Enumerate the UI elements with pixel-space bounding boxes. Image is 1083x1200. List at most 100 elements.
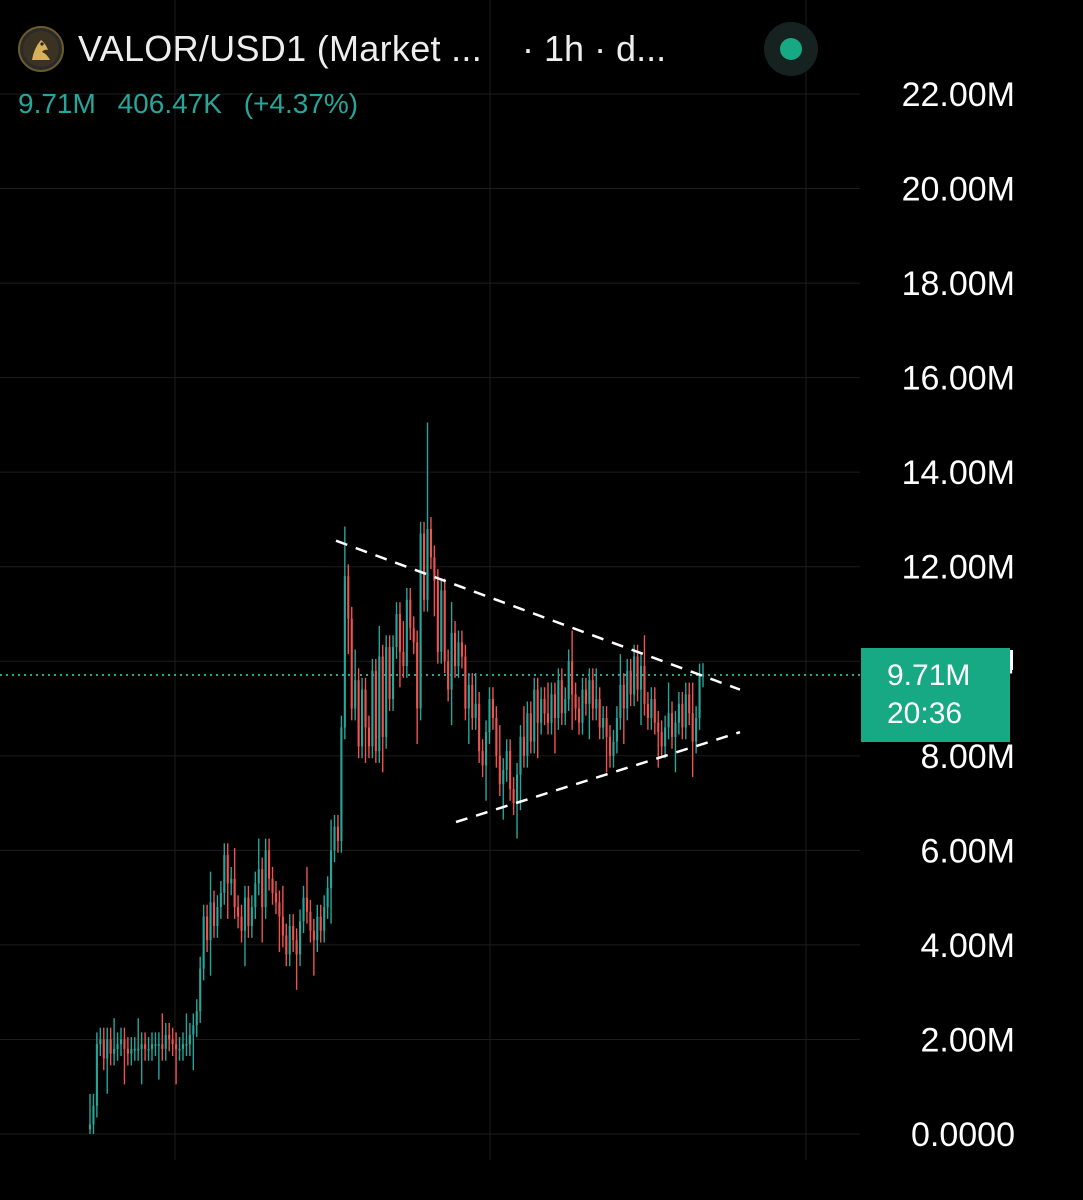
candle-body xyxy=(364,689,367,728)
candle-body xyxy=(388,647,391,700)
candle-body xyxy=(264,850,267,908)
candle-body xyxy=(553,694,556,718)
candle-body xyxy=(670,713,674,737)
candle-body xyxy=(278,902,281,917)
candle-body xyxy=(237,907,240,917)
candle-body xyxy=(598,699,601,728)
candle-body xyxy=(347,576,350,619)
candle-body xyxy=(216,907,219,926)
candle-body xyxy=(457,642,460,666)
candle-body xyxy=(161,1044,164,1049)
current-price-tag: 9.71M 20:36 xyxy=(861,648,1010,742)
candle-body xyxy=(247,897,250,926)
candle-body xyxy=(226,855,229,884)
candle-body xyxy=(381,656,384,737)
candle-body xyxy=(336,826,340,841)
candle-body xyxy=(426,528,429,600)
market-open-dot-icon xyxy=(780,38,802,60)
candle-body xyxy=(626,670,629,709)
market-status-indicator[interactable] xyxy=(764,22,818,76)
candle-body xyxy=(574,694,577,709)
candle-body xyxy=(99,1039,102,1045)
y-axis-tick-label: 8.00M xyxy=(921,738,1016,776)
candle-body xyxy=(450,632,453,690)
candle-body xyxy=(584,689,587,704)
candle-body xyxy=(271,878,274,893)
candle-body xyxy=(674,722,677,737)
candle-body xyxy=(350,618,353,709)
candle-body xyxy=(119,1039,123,1045)
candle-body xyxy=(367,727,371,747)
candle-body xyxy=(343,576,346,728)
symbol-title[interactable]: VALOR/USD1 (Market ... xyxy=(78,28,483,69)
y-axis-tick-label: 4.00M xyxy=(921,927,1016,965)
candle-body xyxy=(88,1124,92,1130)
candle-body xyxy=(512,788,515,804)
chart-header[interactable]: VALOR/USD1 (Market ... · 1h · d... xyxy=(18,24,666,74)
candle-body xyxy=(622,684,625,709)
candle-body xyxy=(202,916,205,969)
candle-body xyxy=(178,1048,181,1051)
candle-body xyxy=(92,1105,95,1125)
candle-body xyxy=(199,968,202,1012)
candle-body xyxy=(636,656,639,690)
candle-body xyxy=(374,670,377,752)
candle-body xyxy=(571,661,574,695)
candle-body xyxy=(333,826,336,851)
candle-body xyxy=(591,680,594,709)
candle-body xyxy=(639,666,643,690)
candle-body xyxy=(664,727,667,747)
candle-body xyxy=(453,632,457,666)
candle-body xyxy=(540,699,543,723)
last-value: 9.71M xyxy=(18,88,96,119)
candle-body xyxy=(526,713,529,756)
candle-body xyxy=(436,580,439,652)
eagle-logo-icon xyxy=(18,26,64,72)
candle-body xyxy=(192,1025,195,1035)
candle-body xyxy=(667,713,670,728)
candle-body xyxy=(268,850,271,879)
timeframe-label[interactable]: · 1h · d... xyxy=(522,28,667,69)
candle-body xyxy=(230,878,233,884)
price-tag-tick xyxy=(1010,650,1013,670)
candle-body xyxy=(312,930,315,941)
candle-body xyxy=(385,647,388,737)
candle-body xyxy=(519,736,522,775)
candle-body xyxy=(212,902,216,926)
candle-body xyxy=(595,699,598,709)
candle-body xyxy=(109,1039,112,1054)
candle-body xyxy=(150,1044,154,1049)
candle-body xyxy=(416,642,419,709)
candle-body xyxy=(391,647,395,700)
candle-body xyxy=(357,680,360,747)
candle-body xyxy=(412,628,415,643)
candle-body xyxy=(295,940,298,955)
candle-body xyxy=(550,694,553,723)
candle-body xyxy=(102,1039,105,1059)
candle-body xyxy=(116,1044,119,1049)
candle-body xyxy=(608,736,612,756)
candle-body xyxy=(643,666,646,704)
candle-body xyxy=(254,883,257,908)
candle-body xyxy=(257,869,260,884)
candle-body xyxy=(95,1044,98,1106)
candle-body xyxy=(175,1044,178,1049)
candle-body xyxy=(378,656,381,752)
candle-body xyxy=(168,1034,171,1040)
candle-body xyxy=(495,718,498,756)
candle-body xyxy=(419,533,422,709)
candle-body xyxy=(405,599,408,666)
candle-body xyxy=(522,736,525,756)
candle-body xyxy=(219,892,222,908)
candle-body xyxy=(588,680,591,704)
candle-body xyxy=(106,1039,109,1059)
candle-body xyxy=(612,741,615,756)
candle-body xyxy=(660,732,663,747)
candle-body xyxy=(123,1039,126,1049)
candle-body xyxy=(154,1044,157,1046)
candle-body xyxy=(181,1044,185,1049)
change-absolute: 406.47K xyxy=(117,88,222,119)
candle-body xyxy=(464,656,467,709)
candle-body xyxy=(488,699,491,733)
